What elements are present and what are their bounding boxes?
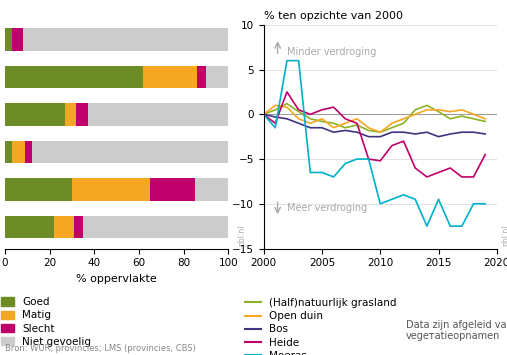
Bar <box>23 28 228 51</box>
Bar <box>195 178 228 201</box>
Legend: Goed, Matig, Slecht, Niet gevoelig: Goed, Matig, Slecht, Niet gevoelig <box>0 295 93 349</box>
Bar <box>72 178 150 201</box>
Bar <box>12 28 23 51</box>
Bar <box>12 141 25 163</box>
Bar <box>143 66 197 88</box>
Bar <box>5 28 12 51</box>
Bar <box>5 178 72 201</box>
Bar <box>32 141 228 163</box>
Text: pbl.nl: pbl.nl <box>237 225 246 246</box>
Text: Minder verdroging: Minder verdroging <box>287 47 376 57</box>
Text: Bron: WUR, provincies; LMS (provincies, CBS): Bron: WUR, provincies; LMS (provincies, … <box>5 344 196 354</box>
Text: % ten opzichte van 2000: % ten opzichte van 2000 <box>264 11 403 21</box>
Bar <box>54 215 74 238</box>
Text: Data zijn afgeleid van
vegетatieopnamen: Data zijn afgeleid van vegетatieopnamen <box>406 320 507 341</box>
Bar <box>74 215 83 238</box>
Bar <box>150 178 195 201</box>
Text: pbl.nl: pbl.nl <box>501 225 507 246</box>
Bar <box>88 103 228 126</box>
Bar <box>65 103 77 126</box>
Bar <box>77 103 88 126</box>
Text: Meer verdroging: Meer verdroging <box>287 203 367 213</box>
Bar <box>5 141 12 163</box>
X-axis label: % oppervlakte: % oppervlakte <box>76 274 157 284</box>
Bar <box>206 66 228 88</box>
Bar <box>25 141 32 163</box>
Bar <box>83 215 228 238</box>
Legend: (Half)natuurlijk grasland, Open duin, Bos, Heide, Moeras: (Half)natuurlijk grasland, Open duin, Bo… <box>241 294 401 355</box>
Bar <box>5 215 54 238</box>
Bar <box>5 103 65 126</box>
Bar <box>5 66 143 88</box>
Bar <box>197 66 206 88</box>
